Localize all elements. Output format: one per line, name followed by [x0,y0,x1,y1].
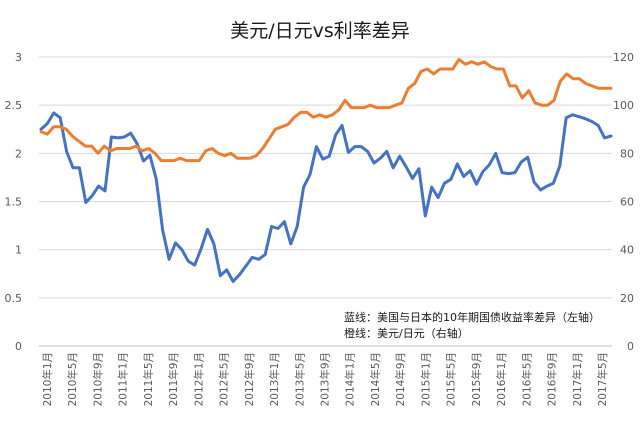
usdjpy-line [39,57,613,163]
x-tick-label: 2017年1月 [571,352,584,406]
left-tick-label: 0.5 [5,292,23,305]
left-axis-ticks: 0 0.5 1 1.5 2 2.5 3 [5,51,23,353]
x-tick-label: 2013年1月 [268,352,281,406]
chart-title: 美元/日元vs利率差异 [230,20,410,42]
left-tick-label: 3 [15,51,22,64]
x-tick-label: 2010年9月 [91,352,104,406]
right-tick-label: 80 [620,147,634,160]
annotation-text: 橙线：美元/日元（右轴） [344,326,469,340]
right-tick-label: 40 [620,244,634,257]
left-tick-label: 2.5 [5,99,23,112]
x-tick-label: 2016年9月 [546,352,559,406]
left-tick-label: 1 [15,244,22,257]
left-tick-label: 1.5 [5,196,23,209]
gridlines [39,56,612,347]
x-tick-label: 2015年9月 [470,352,483,406]
x-tick-label: 2017年5月 [596,352,609,406]
x-tick-label: 2014年9月 [394,352,407,406]
right-tick-label: 0 [627,340,634,353]
right-tick-label: 20 [620,292,634,305]
right-tick-label: 120 [613,51,634,64]
x-tick-label: 2012年5月 [218,352,231,406]
x-tick-label: 2010年1月 [41,352,54,406]
annotation-block: 蓝线：美国与日本的10年期国债收益率差异（左轴） 橙线：美元/日元（右轴） [344,310,600,340]
series-lines [39,57,613,283]
x-tick-label: 2012年9月 [243,352,256,406]
x-tick-label: 2014年1月 [344,352,357,406]
left-tick-label: 2 [15,147,22,160]
x-tick-label: 2012年1月 [192,352,205,406]
left-tick-label: 0 [15,340,22,353]
yield-diff-line [39,111,613,283]
x-tick-label: 2015年5月 [445,352,458,406]
right-tick-label: 60 [620,196,634,209]
x-tick-label: 2011年9月 [167,352,180,406]
x-tick-label: 2010年5月 [66,352,79,406]
right-tick-label: 100 [613,99,634,112]
right-axis-ticks: 0 20 40 60 80 100 120 [613,51,634,353]
annotation-text: 蓝线：美国与日本的10年期国债收益率差异（左轴） [344,310,600,324]
x-tick-label: 2011年5月 [142,352,155,406]
x-tick-label: 2016年1月 [495,352,508,406]
x-tick-label: 2014年5月 [369,352,382,406]
x-tick-label: 2013年9月 [319,352,332,406]
x-tick-label: 2016年5月 [520,352,533,406]
x-axis-ticks: 2010年1月 2010年5月 2010年9月 2011年1月 2011年5月 2011年… [41,352,609,406]
x-tick-label: 2015年1月 [419,352,432,406]
x-tick-label: 2011年1月 [117,352,130,406]
x-tick-label: 2013年5月 [293,352,306,406]
